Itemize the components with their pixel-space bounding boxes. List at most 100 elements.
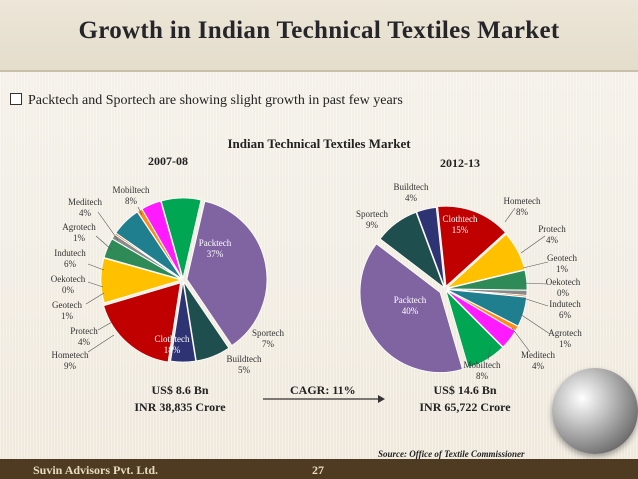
pie2007-leader-agrotech — [95, 235, 113, 251]
pie-2012-13: Clothtech15%Hometech8%Protech4%Geotech1%… — [356, 182, 582, 381]
pie2007-leader-oekotech — [87, 281, 104, 288]
cagr-arrow — [263, 395, 385, 403]
value-2012-usd: US$ 14.6 Bn — [433, 383, 497, 397]
pie2012-label-sportech: Sportech — [356, 209, 388, 219]
pie2007-pct-mobiltech: 8% — [125, 196, 138, 206]
cagr-label: CAGR: 11% — [290, 383, 356, 397]
pie2012-label-indutech: Indutech — [549, 299, 581, 309]
pie2012-pct-meditech: 4% — [532, 361, 545, 371]
chart-2007-title: 2007-08 — [148, 154, 188, 168]
pie2012-pct-packtech: 40% — [402, 306, 419, 316]
pie2012-pct-oekotech: 0% — [557, 288, 570, 298]
chart-heading: Indian Technical Textiles Market — [227, 136, 411, 151]
pie2012-label-clothtech: Clothtech — [443, 214, 478, 224]
bullet-text: Packtech and Sportech are showing slight… — [28, 93, 403, 108]
pie2012-slice-indutech — [446, 289, 527, 327]
footer-bar — [0, 459, 638, 479]
value-2007-usd: US$ 8.6 Bn — [151, 383, 209, 397]
value-2007-inr: INR 38,835 Crore — [134, 400, 226, 414]
title-bar — [0, 0, 638, 72]
pie2012-leader-hometech — [504, 207, 516, 223]
pie2007-leader-geotech — [85, 292, 105, 305]
pie2007-pct-geotech: 1% — [61, 311, 74, 321]
pie2007-slice-packtech — [186, 200, 268, 346]
pie2012-pct-hometech: 8% — [516, 207, 529, 217]
pie2012-label-protech: Protech — [538, 224, 566, 234]
pie2012-leader-oekotech — [523, 282, 548, 285]
pie2007-slice-indutech — [115, 211, 182, 279]
pie2012-leader-geotech — [522, 261, 549, 269]
pie2007-label-meditech: Meditech — [68, 197, 102, 207]
pie2012-slice-packtech — [359, 243, 463, 373]
pie2007-pct-hometech: 9% — [64, 361, 77, 371]
pie2012-slice-meditech — [446, 289, 516, 348]
checkbox-bullet-icon — [10, 93, 22, 105]
pie2012-leader-mobiltech — [487, 347, 491, 361]
pie2012-pct-clothtech: 15% — [452, 225, 469, 235]
pie2007-slice-meditech — [141, 200, 183, 279]
pie2007-label-mobiltech: Mobiltech — [113, 185, 150, 195]
pie2007-label-clothtech: Clothtech — [155, 334, 190, 344]
pie2012-label-mobiltech: Mobiltech — [464, 360, 501, 370]
pie2007-slice-mobiltech — [160, 197, 202, 279]
pie2007-label-oekotech: Oekotech — [51, 274, 86, 284]
pie2007-pct-clothtech: 18% — [164, 345, 181, 355]
footer-company: Suvin Advisors Pvt. Ltd. — [33, 463, 159, 477]
page-number: 27 — [312, 463, 324, 477]
pie2007-leader-indutech — [87, 263, 105, 271]
pie2012-leader-protech — [520, 235, 546, 254]
pie2007-label-indutech: Indutech — [54, 248, 86, 258]
pie2007-leader-protech — [97, 321, 113, 331]
pie2012-pct-agrotech: 1% — [559, 339, 572, 349]
pie2012-pct-buildtech: 4% — [405, 193, 418, 203]
pie2012-slice-clothtech — [437, 205, 506, 288]
pie2012-label-oekotech: Oekotech — [546, 277, 581, 287]
pie2012-label-buildtech: Buildtech — [394, 182, 429, 192]
pie2007-label-buildtech: Buildtech — [227, 354, 262, 364]
globe-icon — [552, 368, 638, 454]
pie2007-leader-hometech — [87, 334, 115, 353]
source-note: Source: Office of Textile Commissioner — [378, 449, 525, 459]
pie2012-leader-indutech — [522, 297, 549, 307]
pie2012-leader-agrotech — [519, 313, 551, 335]
pie2007-slice-sportech — [183, 281, 230, 362]
pie2012-leader-meditech — [511, 327, 531, 353]
pie2007-pct-sportech: 7% — [262, 339, 275, 349]
pie2007-pct-agrotech: 1% — [73, 233, 86, 243]
pie2007-pct-meditech: 4% — [79, 208, 92, 218]
pie2007-label-geotech: Geotech — [52, 300, 82, 310]
pie2007-pct-packtech: 37% — [207, 249, 224, 259]
pie2012-slice-buildtech — [416, 207, 445, 288]
pie2007-pct-oekotech: 0% — [62, 285, 75, 295]
pie2012-slice-mobiltech — [445, 290, 504, 369]
pie2012-slice-hometech — [446, 233, 526, 289]
pie2012-slice-sportech — [379, 211, 445, 289]
pie2012-label-meditech: Meditech — [521, 350, 555, 360]
pie2007-label-sportech: Sportech — [252, 328, 284, 338]
pie2012-pct-mobiltech: 8% — [476, 371, 489, 381]
pie2012-label-hometech: Hometech — [504, 196, 541, 206]
pie2007-leader-meditech — [97, 211, 119, 241]
pie2007-slice-clothtech — [103, 282, 181, 363]
pie2007-label-packtech: Packtech — [199, 238, 232, 248]
pie2007-pct-indutech: 6% — [64, 259, 77, 269]
chart-2012-title: 2012-13 — [440, 156, 480, 170]
pie2007-label-protech: Protech — [70, 326, 98, 336]
pie2007-leader-mobiltech — [137, 206, 143, 216]
pie2012-label-agrotech: Agrotech — [548, 328, 582, 338]
pie2007-label-agrotech: Agrotech — [62, 222, 96, 232]
pie2012-label-geotech: Geotech — [547, 253, 577, 263]
pie2007-pct-protech: 4% — [78, 337, 91, 347]
pie2012-pct-indutech: 6% — [559, 310, 572, 320]
pie2007-slice-hometech — [100, 257, 183, 304]
value-2012-inr: INR 65,722 Crore — [419, 400, 511, 414]
pie2012-pct-sportech: 9% — [366, 220, 379, 230]
slide-title: Growth in Indian Technical Textiles Mark… — [78, 17, 560, 44]
bullet-point: Packtech and Sportech are showing slight… — [10, 93, 403, 109]
pie2012-pct-geotech: 1% — [556, 264, 569, 274]
pie2012-pct-protech: 4% — [546, 235, 559, 245]
pie2007-slice-buildtech — [170, 281, 197, 363]
pie2012-label-packtech: Packtech — [394, 295, 427, 305]
